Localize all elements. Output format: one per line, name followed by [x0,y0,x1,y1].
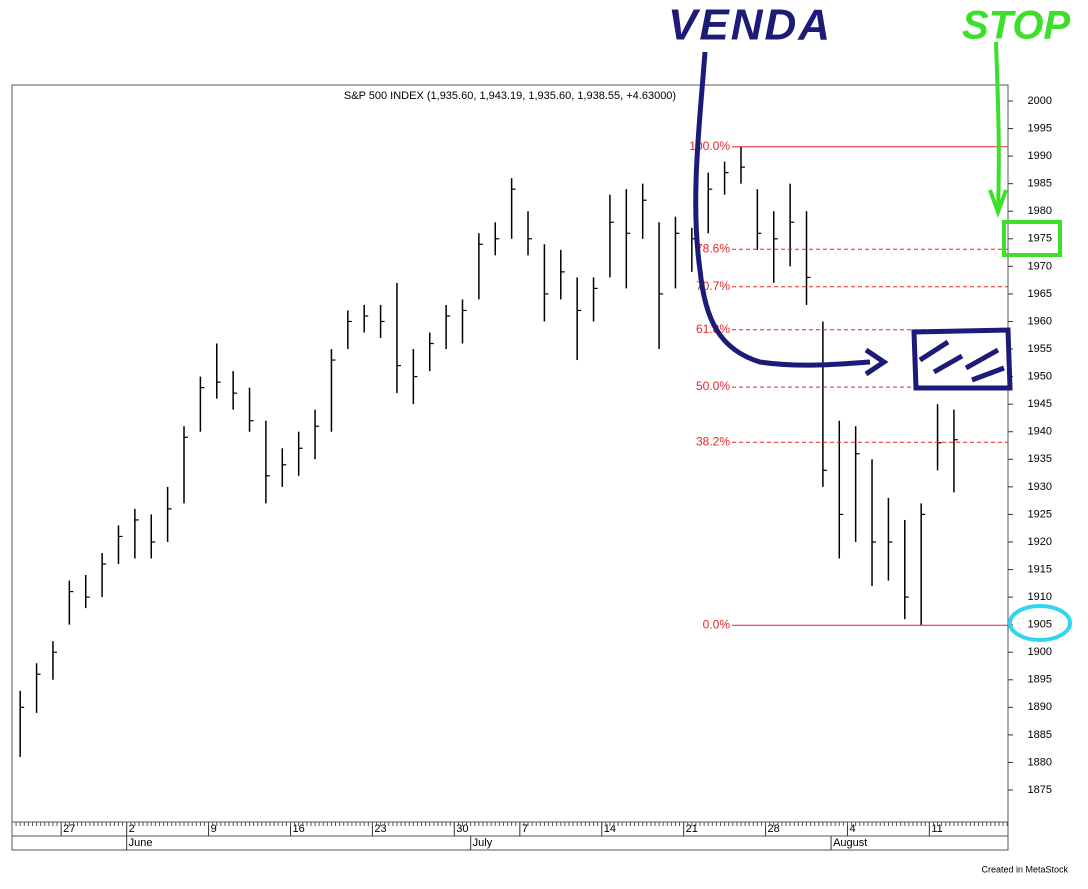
y-tick-label: 1980 [1028,205,1052,217]
fib-label: 50.0% [696,379,730,393]
y-tick-label: 1950 [1028,371,1052,383]
y-tick-label: 1965 [1028,288,1052,300]
fib-label: 78.6% [696,241,730,255]
y-tick-label: 1945 [1028,398,1052,410]
y-tick-label: 1985 [1028,178,1052,190]
x-tick-label: 16 [292,823,304,835]
y-tick-label: 1890 [1028,701,1052,713]
y-tick-label: 1885 [1028,729,1052,741]
y-tick-label: 1960 [1028,315,1052,327]
y-tick-label: 1910 [1028,591,1052,603]
fib-label: 61.8% [696,322,730,336]
y-tick-label: 1955 [1028,343,1052,355]
target-zone [911,327,1013,391]
x-tick-label: 30 [456,823,468,835]
y-tick-label: 1905 [1028,619,1052,631]
sell-annotation: VENDA [668,1,832,50]
x-tick-label: 2 [129,823,135,835]
stop-box [1002,220,1062,257]
fib-label: 0.0% [703,617,731,631]
x-tick-label: 7 [522,823,528,835]
y-tick-label: 1915 [1028,563,1052,575]
y-tick-label: 1925 [1028,508,1052,520]
fib-label: 38.2% [696,434,730,448]
y-tick-label: 1880 [1028,756,1052,768]
stop-arrow [994,41,1001,211]
y-tick-label: 1975 [1028,233,1052,245]
y-tick-label: 1920 [1028,536,1052,548]
month-label: July [473,837,493,849]
y-tick-label: 1995 [1028,122,1052,134]
x-tick-label: 23 [374,823,386,835]
month-label: June [129,837,153,849]
month-label: August [833,837,867,849]
y-tick-label: 1940 [1028,426,1052,438]
x-tick-label: 21 [686,823,698,835]
x-tick-label: 11 [931,823,942,835]
footer: Created in MetaStock [981,864,1068,874]
x-tick-label: 28 [768,823,780,835]
y-tick-label: 1895 [1028,674,1052,686]
y-tick-label: 1990 [1028,150,1052,162]
y-tick-label: 1970 [1028,260,1052,272]
y-tick-label: 1930 [1028,481,1052,493]
x-tick-label: 4 [849,823,855,835]
y-tick-label: 2000 [1028,95,1052,107]
x-tick-label: 9 [211,823,217,835]
x-tick-label: 27 [63,823,75,835]
sell-arrow [693,51,871,368]
stop-arrow-head [988,189,1008,218]
target-hatch [918,339,1005,383]
plot-frame [11,84,1009,823]
stop-annotation: STOP [962,4,1071,48]
sell-arrow-head [864,347,889,377]
marks: 1875 1880 1885 1890 1895 1900 1905 1910 1915 1920… [11,95,1052,850]
chart-title: S&P 500 INDEX (1,935.60, 1,943.19, 1,935… [344,90,676,102]
low-circle [1008,604,1072,642]
y-tick-label: 1935 [1028,453,1052,465]
y-tick-label: 1900 [1028,646,1052,658]
x-tick-label: 14 [604,823,616,835]
y-tick-label: 1875 [1028,784,1052,796]
